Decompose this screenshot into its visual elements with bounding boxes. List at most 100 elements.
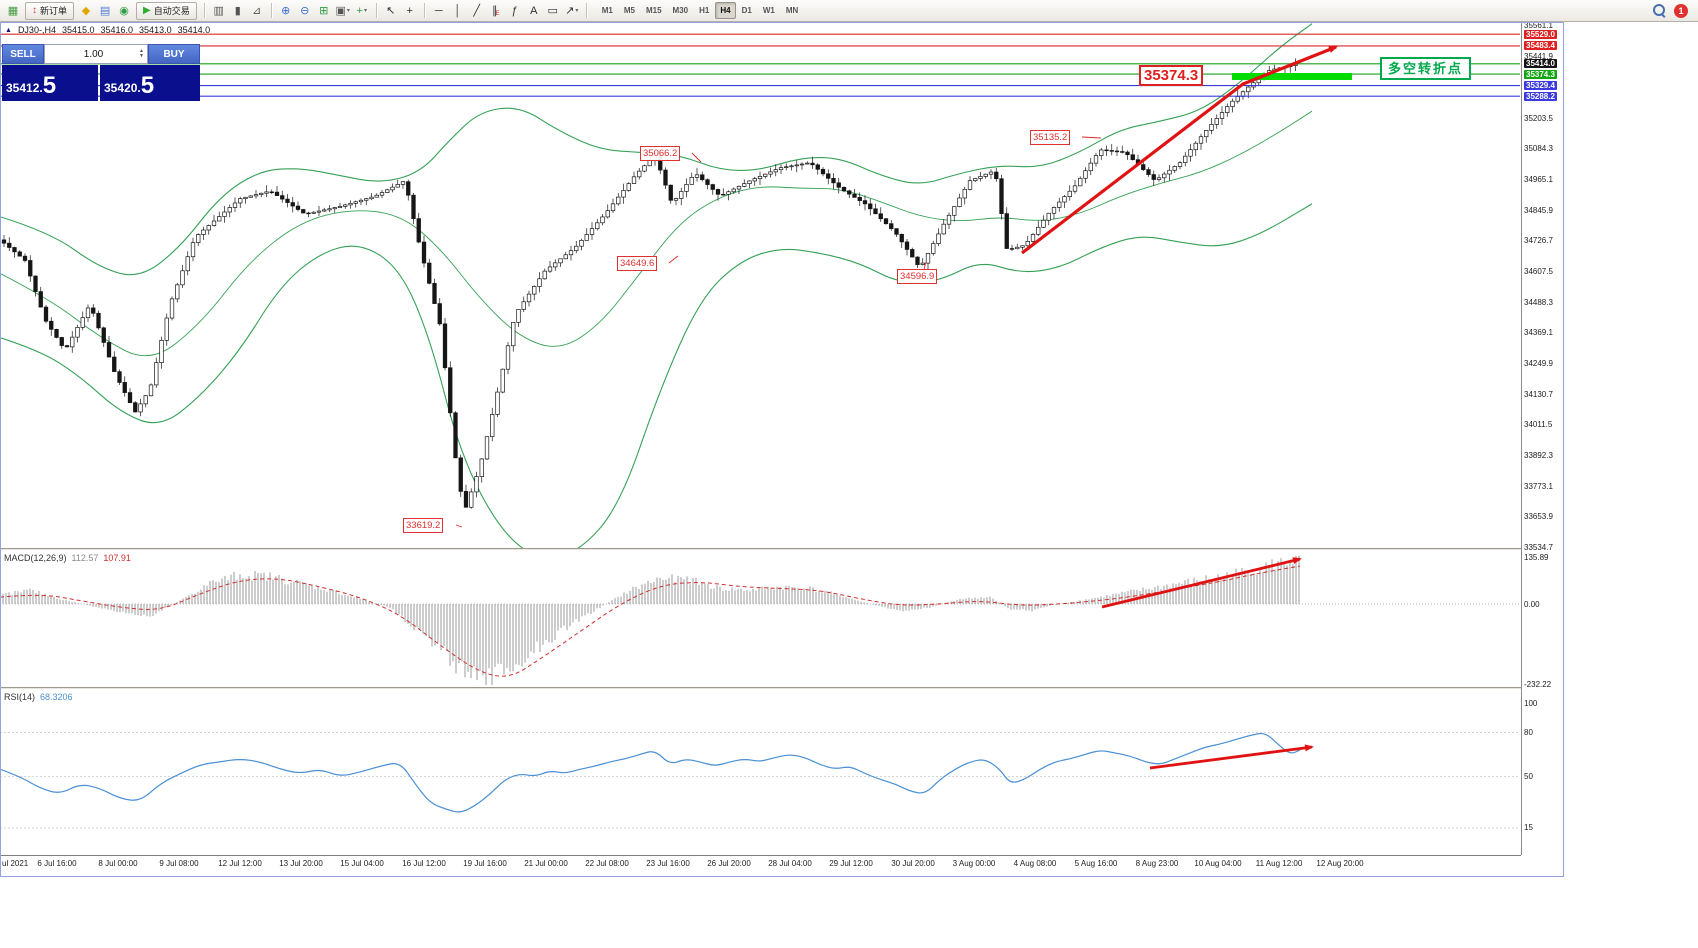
time-axis-label: 29 Jul 12:00 — [829, 859, 873, 868]
text-tool-icon[interactable]: A — [530, 4, 538, 17]
compile-icon[interactable]: ◆ — [81, 4, 91, 17]
high-value: 35416.0 — [100, 25, 134, 35]
zoom-out-icon[interactable]: ⊖ — [300, 4, 310, 17]
open-value: 35415.0 — [61, 25, 95, 35]
autotrade-button-icon: ▶ — [143, 5, 151, 16]
channel-tool-icon[interactable]: ∥ E — [491, 4, 500, 17]
time-axis-label: 5 Aug 16:00 — [1074, 859, 1118, 868]
timeframe-bar: M1 M5 M15 M30 H1 H4 D1 W1 MN — [597, 2, 804, 19]
timeframe-h1[interactable]: H1 — [699, 6, 710, 15]
horizontal-line-tool-icon[interactable]: ─ — [434, 4, 443, 17]
rsi-line — [0, 732, 1301, 813]
candlestick-chart-icon[interactable]: ▮ — [234, 4, 241, 17]
notification-badge[interactable]: 1 — [1674, 3, 1688, 18]
axis-label: 100 — [1524, 698, 1538, 708]
timeframe-m5[interactable]: M5 — [623, 6, 635, 15]
trend-arrow[interactable] — [1021, 45, 1338, 255]
new-order-button-icon: ↕ — [32, 5, 37, 16]
trendline-tool-icon[interactable]: ╱ — [473, 4, 481, 17]
shapes-tool-icon[interactable]: ▭ — [547, 4, 558, 17]
crosshair-icon[interactable]: + — [406, 4, 413, 17]
metaeditor-icon[interactable]: ▤ — [99, 4, 111, 17]
main-price-chart[interactable] — [0, 22, 1520, 548]
autotrade-button[interactable]: ▶ 自动交易 — [136, 1, 197, 20]
time-axis-label: 26 Jul 20:00 — [707, 859, 751, 868]
support-zone-bar[interactable] — [1232, 73, 1352, 80]
candlestick-series — [1, 58, 1298, 509]
time-axis-label: 8 Aug 23:00 — [1135, 859, 1179, 868]
tile-windows-icon[interactable]: ⊞ — [319, 4, 329, 17]
axis-label: 33773.1 — [1524, 481, 1553, 491]
profiles-icon[interactable]: ▣ ▾ — [335, 4, 350, 17]
axis-label: 0.00 — [1524, 599, 1540, 609]
indicators-icon[interactable]: + ▾ — [356, 4, 367, 17]
axis-label: 34965.1 — [1524, 174, 1553, 184]
low-value: 35413.0 — [139, 25, 172, 35]
close-value: 35414.0 — [177, 25, 211, 35]
time-axis-label: 4 Aug 08:00 — [1013, 859, 1057, 868]
fibonacci-tool-icon[interactable]: ƒ — [511, 4, 518, 17]
price-callout[interactable]: 34596.9 — [897, 269, 938, 284]
axis-label: 34369.1 — [1524, 328, 1553, 338]
price-callout[interactable]: 35135.2 — [1030, 130, 1071, 145]
rsi-indicator-chart[interactable] — [0, 690, 1520, 855]
price-tag: 35414.0 — [1524, 59, 1557, 69]
time-axis-label: 23 Jul 16:00 — [646, 859, 690, 868]
search-icon[interactable] — [1653, 4, 1666, 17]
price-axis[interactable]: 35561.1 35441.9 35203.5 35084.3 34965.1 34845… — [1521, 21, 1565, 855]
zoom-in-icon[interactable]: ⊕ — [281, 4, 291, 17]
timeframe-w1[interactable]: W1 — [762, 6, 775, 15]
timeframe-m30[interactable]: M30 — [672, 6, 689, 15]
axis-label: 33892.3 — [1524, 451, 1553, 460]
sell-button[interactable]: SELL — [2, 44, 44, 64]
timeframe-m1[interactable]: M1 — [601, 6, 613, 15]
chart-icon: ▲ — [5, 26, 12, 34]
experts-icon[interactable]: ◉ — [119, 4, 129, 17]
timeframe-d1[interactable]: D1 — [741, 6, 752, 15]
trend-arrow[interactable] — [1101, 557, 1302, 609]
axis-label: 34011.5 — [1524, 420, 1553, 430]
price-callout[interactable]: 35066.2 — [640, 146, 681, 161]
timeframe-mn[interactable]: MN — [785, 6, 799, 15]
cursor-icon[interactable]: ↖ — [386, 4, 396, 17]
rsi-panel-resize-handle[interactable] — [0, 687, 1521, 690]
macd-indicator-chart[interactable] — [0, 551, 1520, 687]
volume-input[interactable]: 1.00 ▲ ▼ — [44, 44, 148, 64]
sell-price[interactable]: 35412. 5 — [2, 65, 98, 101]
time-axis-label: 30 Jul 20:00 — [891, 859, 935, 868]
price-tag: 35529.0 — [1524, 29, 1557, 39]
volume-up-icon[interactable]: ▲ — [139, 48, 144, 54]
time-axis-label: 12 Jul 12:00 — [218, 859, 262, 868]
macd-panel-resize-handle[interactable] — [0, 548, 1521, 551]
axis-label: 34249.9 — [1524, 358, 1553, 368]
price-callout[interactable]: 33619.2 — [403, 518, 444, 533]
bar-chart-icon[interactable]: ▥ — [213, 4, 224, 17]
key-price-annotation[interactable]: 35374.3 — [1139, 65, 1204, 86]
volume-stepper[interactable]: ▲ ▼ — [139, 49, 144, 59]
timeframe-h4[interactable]: H4 — [715, 2, 736, 19]
axis-label: 80 — [1524, 727, 1533, 737]
chart-window-icon[interactable]: ▦ — [7, 4, 19, 17]
volume-value: 1.00 — [83, 48, 104, 60]
arrows-tool-icon[interactable]: ↗ ▾ — [565, 4, 579, 17]
time-axis-label: 12 Aug 20:00 — [1316, 859, 1364, 868]
buy-price[interactable]: 35420. 5 — [100, 65, 200, 101]
line-chart-icon[interactable]: ⊿ — [252, 4, 262, 17]
axis-label: 135.89 — [1524, 552, 1549, 562]
timeframe-m15[interactable]: M15 — [645, 6, 662, 15]
axis-label: 33534.7 — [1524, 543, 1553, 553]
new-order-button[interactable]: ↕ 新订单 — [25, 1, 75, 20]
price-callout[interactable]: 34649.6 — [617, 256, 658, 271]
time-axis-label: ul 2021 — [2, 859, 29, 868]
time-axis-label: 8 Jul 00:00 — [98, 859, 138, 868]
trend-arrow[interactable] — [1149, 744, 1314, 770]
buy-button[interactable]: BUY — [148, 44, 200, 64]
vertical-line-tool-icon[interactable]: │ — [454, 4, 462, 17]
time-axis[interactable]: ul 2021 6 Jul 16:00 8 Jul 00:00 9 Jul 08:00… — [0, 855, 1521, 875]
toolbar-items: ▦ ↕ 新订单 ◆ ▤ ◉ ▶ 自动交易 ▥ ▮ ⊿ ⊕ ⊖ ⊞ ▣ ▾ + ▾ ↖ + ─ │ ╱ ∥ E ƒ A ▭ ↗ ▾ — [4, 1, 591, 20]
volume-down-icon[interactable]: ▼ — [139, 53, 144, 59]
axis-label: 34607.5 — [1524, 266, 1553, 276]
toolbar-separator — [423, 3, 425, 18]
axis-label: 35084.3 — [1524, 144, 1553, 154]
turning-point-annotation[interactable]: 多空转折点 — [1380, 57, 1472, 80]
